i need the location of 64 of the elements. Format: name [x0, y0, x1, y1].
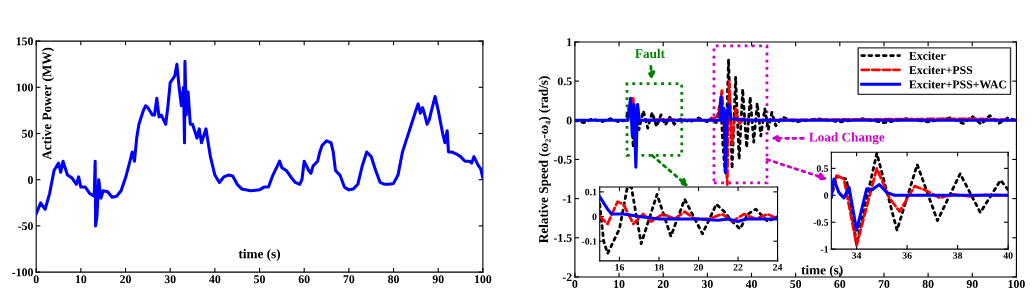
- legend-label: Exciter+PSS+WAC: [909, 80, 1007, 89]
- x-tick-label: 40: [209, 275, 221, 284]
- x-tick-label: 50: [790, 280, 802, 289]
- x-tick-label: 60: [298, 275, 310, 284]
- x-tick-label: 38: [953, 252, 963, 259]
- x-tick-label: 16: [615, 264, 625, 271]
- y-tick-label: 0.1: [585, 188, 597, 196]
- x-tick-label: 90: [966, 280, 978, 289]
- y-tick-label: 1: [567, 38, 572, 47]
- x-tick-label: 20: [694, 263, 704, 271]
- x-tick-label: 10: [75, 275, 87, 284]
- x-tick-label: 70: [878, 280, 890, 289]
- x-tick-label: 80: [388, 275, 399, 284]
- y-tick-label: 0: [824, 192, 829, 199]
- x-tick-label: 100: [474, 275, 492, 284]
- x-axis-title: time (s): [801, 265, 843, 278]
- x-tick-label: 22: [733, 264, 743, 271]
- y-tick-label: -1: [562, 194, 572, 203]
- y-axis-title: Relative Speed (ω₂-ω₄) (rad/s): [538, 76, 551, 243]
- y-axis-title: Active Power (MW): [42, 47, 55, 160]
- x-tick-label: 34: [852, 252, 862, 259]
- y-tick-label: 0.5: [816, 165, 829, 172]
- y-tick-label: 0: [566, 116, 572, 125]
- x-tick-label: 40: [1003, 252, 1013, 259]
- x-tick-label: 30: [164, 275, 176, 284]
- x-tick-label: 20: [120, 275, 131, 284]
- line-series: [831, 177, 1009, 232]
- line-series: [599, 200, 778, 226]
- x-tick-label: 80: [922, 280, 934, 289]
- y-tick-label: -0.1: [581, 238, 597, 245]
- x-tick-label: 90: [432, 275, 444, 284]
- annotation: Fault: [635, 48, 665, 59]
- x-tick-label: 50: [254, 275, 265, 284]
- y-tick-label: 100: [16, 83, 33, 92]
- x-tick-label: 70: [343, 275, 355, 284]
- x-tick-label: 24: [773, 264, 783, 271]
- x-tick-label: 10: [614, 280, 625, 289]
- x-tick-label: 30: [701, 280, 713, 289]
- line-series: [574, 95, 1017, 175]
- x-tick-label: 18: [654, 263, 664, 271]
- x-tick-label: 40: [745, 280, 757, 289]
- x-tick-label: 60: [834, 280, 846, 289]
- x-axis-title: time (s): [238, 249, 281, 261]
- x-tick-label: 0: [33, 275, 39, 284]
- y-tick-label: -0.5: [553, 155, 572, 164]
- x-tick-label: 0: [572, 280, 578, 289]
- annotation: Load Change: [809, 132, 885, 145]
- legend-label: Exciter: [909, 51, 946, 60]
- x-tick-label: 36: [902, 252, 912, 259]
- y-tick-label: 150: [16, 37, 33, 46]
- y-tick-label: 0.5: [557, 77, 572, 86]
- y-tick-label: -1: [820, 246, 829, 253]
- y-tick-label: -100: [12, 268, 33, 277]
- y-tick-label: -0.5: [813, 219, 829, 226]
- y-tick-label: -1.5: [553, 234, 572, 243]
- y-tick-label: 0: [592, 213, 597, 220]
- line-series: [599, 195, 778, 223]
- x-tick-label: 100: [1008, 280, 1025, 289]
- legend-label: Exciter+PSS: [909, 65, 973, 75]
- y-tick-label: 0: [27, 175, 33, 184]
- y-tick-label: -50: [18, 222, 33, 231]
- y-tick-label: 50: [22, 129, 33, 138]
- x-tick-label: 20: [657, 280, 669, 289]
- y-tick-label: -2: [562, 273, 572, 282]
